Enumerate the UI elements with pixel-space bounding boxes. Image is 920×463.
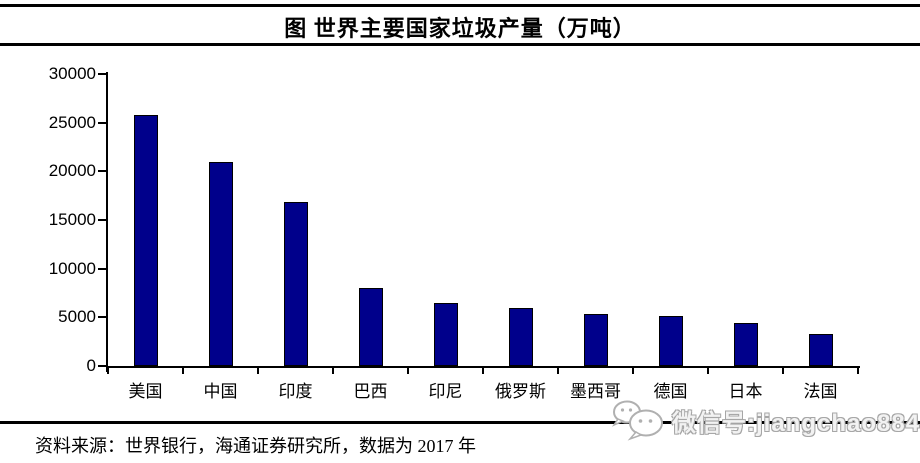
y-tick [98,219,106,221]
x-axis-label: 德国 [653,382,688,401]
bar-中国 [208,162,233,366]
x-tick [782,368,784,374]
y-tick [98,73,106,75]
y-axis-label: 5000 [58,307,96,327]
bottom-divider [0,421,920,424]
watermark-text: 微信号:jiangchao8848 [672,409,920,437]
bar-印尼 [433,303,458,366]
bar-法国 [808,334,833,366]
y-axis-label: 30000 [48,64,96,83]
bar-德国 [658,316,683,366]
x-axis-label: 法国 [803,382,838,401]
bar-巴西 [358,288,383,366]
title-divider [0,43,920,46]
bar-日本 [733,323,758,366]
y-axis-label: 10000 [48,258,96,278]
y-axis [106,72,108,372]
x-axis-label: 俄罗斯 [495,382,546,401]
x-axis-label: 美国 [128,382,163,401]
wechat-icon [611,400,663,441]
y-tick [98,170,106,173]
x-tick [332,368,334,374]
bar-美国 [133,115,158,366]
x-axis-label: 中国 [203,382,238,401]
x-tick [182,368,184,374]
y-axis-label: 15000 [48,210,96,229]
y-tick [98,267,106,270]
watermark: 微信号:jiangchao8848 [610,399,920,441]
y-axis-label: 0 [86,356,96,375]
x-axis-label: 日本 [728,382,763,401]
bar-印度 [283,202,308,366]
x-axis-label: 墨西哥 [570,382,621,401]
chart-title: 图 世界主要国家垃圾产量（万吨） [284,16,636,41]
y-tick [98,121,106,124]
x-tick [482,368,484,374]
bar-俄罗斯 [508,308,533,366]
y-axis-label: 20000 [48,161,96,181]
y-tick [98,316,106,319]
y-axis-label: 25000 [48,112,96,132]
x-tick [632,368,634,374]
y-tick [98,365,106,367]
x-axis-label: 印度 [278,382,313,401]
x-axis-label: 印尼 [428,382,463,401]
source-note: 资料来源：世界银行，海通证券研究所，数据为 2017 年 [35,436,476,456]
bar-墨西哥 [583,314,608,366]
x-axis-label: 巴西 [353,382,388,401]
x-tick [107,368,109,374]
x-tick [257,368,259,374]
x-tick [557,368,559,374]
x-tick [857,368,859,374]
x-tick [707,368,709,374]
x-tick [407,368,409,374]
x-axis [106,366,860,368]
top-divider [0,4,920,7]
